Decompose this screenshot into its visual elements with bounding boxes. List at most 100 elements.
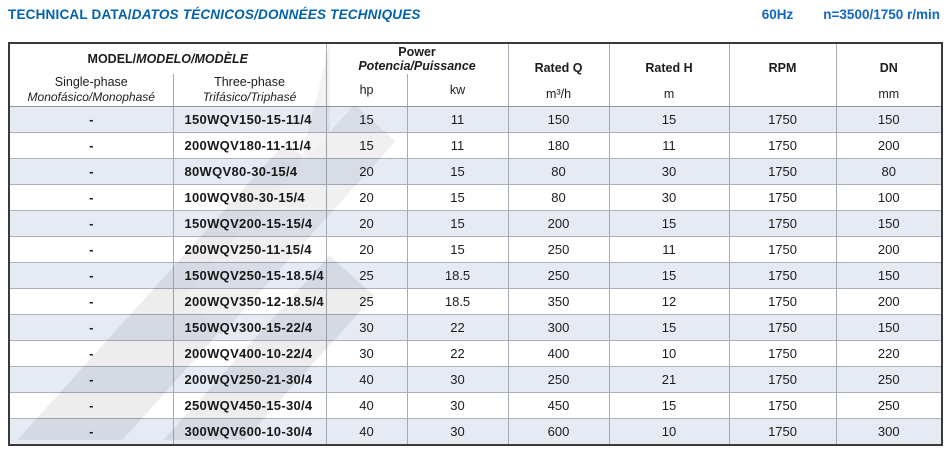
model-header-translations: MODELO/MODÈLE <box>136 52 248 66</box>
cell-rated-h: 30 <box>608 158 730 185</box>
cell-rpm: 1750 <box>728 132 837 159</box>
cell-rated-q: 250 <box>507 366 610 393</box>
frequency-value: 60Hz <box>761 7 794 22</box>
kw-header: kw <box>406 74 509 107</box>
cell-single-phase: - <box>8 392 174 419</box>
cell-hp: 25 <box>325 262 408 289</box>
rated-h-unit: m <box>663 87 675 101</box>
cell-rated-q: 180 <box>507 132 610 159</box>
cell-rated-q: 150 <box>507 106 610 133</box>
page-title-en: TECHNICAL DATA/ <box>8 7 132 22</box>
cell-dn: 200 <box>835 236 943 263</box>
cell-dn: 150 <box>835 314 943 341</box>
rpm-unit <box>730 87 836 102</box>
power-header-translations: Potencia/Puissance <box>358 59 476 73</box>
rpm-label: RPM <box>768 61 797 75</box>
cell-model: 150WQV250-15-18.5/4 <box>172 262 327 289</box>
cell-kw: 11 <box>406 132 509 159</box>
page-title: TECHNICAL DATA/DATOS TÉCNICOS/DONNÉES TE… <box>8 7 421 22</box>
cell-kw: 30 <box>406 392 509 419</box>
frequency-speed-info: 60Hz n=3500/1750 r/min <box>762 7 940 22</box>
cell-rated-h: 15 <box>608 262 730 289</box>
three-phase-translations: Trifásico/Triphasé <box>202 90 297 105</box>
cell-single-phase: - <box>8 288 174 315</box>
cell-dn: 150 <box>835 210 943 237</box>
cell-model: 200WQV180-11-11/4 <box>172 132 327 159</box>
cell-rpm: 1750 <box>728 288 837 315</box>
cell-rated-q: 400 <box>507 340 610 367</box>
cell-model: 100WQV80-30-15/4 <box>172 184 327 211</box>
cell-single-phase: - <box>8 184 174 211</box>
cell-rpm: 1750 <box>728 366 837 393</box>
cell-kw: 15 <box>406 210 509 237</box>
cell-model: 200WQV250-21-30/4 <box>172 366 327 393</box>
cell-rated-h: 12 <box>608 288 730 315</box>
rated-q-label: Rated Q <box>534 61 583 75</box>
cell-kw: 30 <box>406 366 509 393</box>
power-header: Power Potencia/Puissance <box>325 43 509 74</box>
cell-hp: 25 <box>325 288 408 315</box>
cell-rpm: 1750 <box>728 418 837 446</box>
cell-single-phase: - <box>8 418 174 446</box>
cell-rpm: 1750 <box>728 184 837 211</box>
three-phase-header: Three-phase Trifásico/Triphasé <box>172 74 327 107</box>
cell-rated-q: 250 <box>507 262 610 289</box>
rotation-speed-value: n=3500/1750 r/min <box>823 7 940 22</box>
cell-rpm: 1750 <box>728 158 837 185</box>
cell-rated-q: 80 <box>507 184 610 211</box>
rated-q-header: Rated Q m³/h <box>507 43 610 107</box>
model-header-en: MODEL/ <box>87 52 137 66</box>
table-row: - 150WQV150-15-11/4 15 11 150 15 1750 15… <box>8 106 943 133</box>
cell-kw: 15 <box>406 184 509 211</box>
cell-rated-q: 300 <box>507 314 610 341</box>
table-row: - 200WQV250-21-30/4 40 30 250 21 1750 25… <box>8 366 943 393</box>
cell-hp: 15 <box>325 132 408 159</box>
cell-dn: 80 <box>835 158 943 185</box>
cell-hp: 40 <box>325 392 408 419</box>
cell-dn: 150 <box>835 106 943 133</box>
table-row: - 200WQV400-10-22/4 30 22 400 10 1750 22… <box>8 340 943 367</box>
cell-kw: 15 <box>406 236 509 263</box>
cell-hp: 20 <box>325 236 408 263</box>
cell-dn: 200 <box>835 132 943 159</box>
table-row: - 300WQV600-10-30/4 40 30 600 10 1750 30… <box>8 418 943 446</box>
cell-model: 150WQV200-15-15/4 <box>172 210 327 237</box>
cell-hp: 20 <box>325 210 408 237</box>
cell-hp: 40 <box>325 366 408 393</box>
cell-model: 80WQV80-30-15/4 <box>172 158 327 185</box>
cell-hp: 40 <box>325 418 408 446</box>
page-title-translations: DATOS TÉCNICOS/DONNÉES TECHNIQUES <box>131 7 421 22</box>
cell-rated-h: 15 <box>608 210 730 237</box>
cell-single-phase: - <box>8 210 174 237</box>
cell-rated-q: 200 <box>507 210 610 237</box>
cell-rated-q: 250 <box>507 236 610 263</box>
table-header: MODEL/MODELO/MODÈLE Power Potencia/Puiss… <box>8 43 943 107</box>
cell-model: 150WQV150-15-11/4 <box>172 106 327 133</box>
cell-rpm: 1750 <box>728 392 837 419</box>
single-phase-label: Single-phase <box>54 74 128 89</box>
rated-q-unit: m³/h <box>546 87 572 101</box>
table-row: - 200WQV250-11-15/4 20 15 250 11 1750 20… <box>8 236 943 263</box>
cell-kw: 18.5 <box>406 262 509 289</box>
cell-kw: 15 <box>406 158 509 185</box>
cell-rated-q: 80 <box>507 158 610 185</box>
cell-dn: 250 <box>835 392 943 419</box>
cell-rpm: 1750 <box>728 210 837 237</box>
cell-single-phase: - <box>8 314 174 341</box>
cell-rated-q: 450 <box>507 392 610 419</box>
table-body: - 150WQV150-15-11/4 15 11 150 15 1750 15… <box>8 106 943 446</box>
cell-dn: 220 <box>835 340 943 367</box>
cell-model: 250WQV450-15-30/4 <box>172 392 327 419</box>
cell-rpm: 1750 <box>728 314 837 341</box>
cell-kw: 22 <box>406 314 509 341</box>
cell-rpm: 1750 <box>728 262 837 289</box>
dn-header: DN mm <box>835 43 943 107</box>
three-phase-label: Three-phase <box>214 74 285 89</box>
cell-single-phase: - <box>8 236 174 263</box>
cell-single-phase: - <box>8 132 174 159</box>
cell-dn: 100 <box>835 184 943 211</box>
cell-kw: 30 <box>406 418 509 446</box>
cell-rated-h: 11 <box>608 236 730 263</box>
single-phase-translations: Monofásico/Monophasé <box>27 90 155 105</box>
cell-model: 200WQV350-12-18.5/4 <box>172 288 327 315</box>
